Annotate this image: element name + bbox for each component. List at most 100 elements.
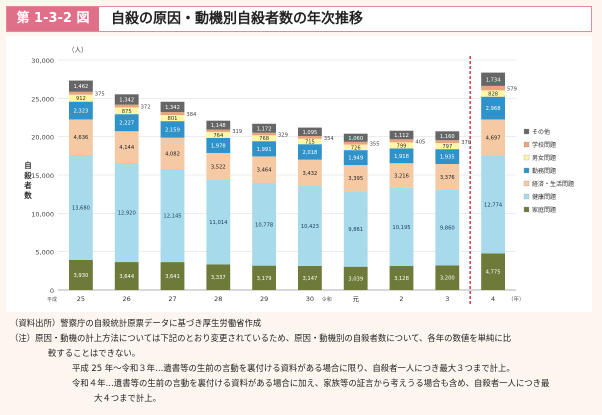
bar-segment (389, 266, 414, 290)
y-tick-label: 25,000 (31, 95, 54, 103)
chart-panel: 0 5,000 10,000 15,000 20,000 25,000 30,000 （人） 自… (6, 36, 592, 312)
data-label: 12,145 (163, 214, 181, 220)
data-label: 1,160 (440, 134, 455, 140)
y-axis-label-char: 殺 (23, 170, 32, 180)
data-label: 1,462 (73, 84, 88, 90)
note-1-continued: 較することはできない。 (48, 348, 141, 358)
data-label: 354 (324, 136, 335, 142)
legend-swatch (523, 128, 530, 135)
data-label: 3,216 (394, 174, 409, 180)
data-label: 12,774 (484, 202, 503, 208)
bar-segment (481, 72, 506, 86)
legend-swatch (523, 193, 530, 200)
x-tick-label: 26 (123, 295, 131, 303)
note-1: （注）原因・動機の計上方法については下記のとおり変更されているため、原因・動機別… (10, 333, 512, 343)
bar-segment (389, 130, 414, 140)
data-label: 715 (305, 139, 315, 145)
figure-title: 自殺の原因・動機別自殺者数の年次推移 (111, 11, 363, 27)
bar-segment (481, 119, 506, 156)
data-label: 370 (461, 140, 471, 146)
data-label: 1,172 (257, 126, 272, 132)
data-label: 3,376 (440, 175, 455, 181)
data-label: 1,060 (348, 136, 363, 142)
bar-segment (297, 127, 322, 136)
data-label: 329 (278, 133, 288, 139)
data-label: 12,920 (118, 211, 136, 217)
bar-segment (160, 262, 185, 290)
legend-label: 家庭問題 (532, 206, 556, 214)
legend-label: 学校問題 (532, 141, 556, 149)
y-axis-label-char: 数 (24, 190, 32, 200)
bar-segment (343, 144, 368, 151)
x-tick-label: 4 (491, 295, 495, 303)
data-label: 2,018 (302, 150, 317, 156)
data-label: 10,423 (301, 224, 319, 230)
data-label: 9,860 (440, 226, 455, 232)
figure-header: 第 1-3-2 図 自殺の原因・動機別自殺者数の年次推移 (6, 6, 592, 32)
bar-segment (68, 94, 93, 102)
data-label: 405 (415, 139, 425, 145)
bar-segment (160, 101, 185, 113)
data-label: 2,968 (486, 106, 501, 112)
legend-swatch (523, 167, 530, 174)
data-label: 4,775 (486, 270, 501, 276)
y-tick-label: 5,000 (35, 249, 54, 257)
legend-swatch (523, 154, 530, 161)
bar-segment (343, 141, 368, 145)
legend-swatch (523, 206, 530, 213)
bar-segment (114, 107, 139, 115)
data-label: 1,734 (486, 77, 502, 83)
data-label: 2,227 (119, 121, 134, 127)
data-label: 4,082 (165, 151, 180, 157)
data-label: 384 (186, 112, 197, 118)
x-tick-label: 30 (306, 295, 314, 303)
bar-segment (389, 148, 414, 164)
bar-segment (389, 139, 414, 143)
data-label: 1,095 (302, 130, 317, 136)
bar-segment (435, 143, 460, 150)
bar-segment (252, 123, 277, 133)
era-marker: 平成 (47, 296, 57, 303)
y-axis-label-char: 者 (23, 180, 32, 190)
bar-segment (114, 114, 139, 132)
data-label: 4,697 (486, 135, 501, 141)
legend-swatch (523, 180, 530, 187)
data-label: 11,014 (209, 220, 228, 226)
data-label: 4,636 (73, 135, 88, 141)
data-label: 3,522 (211, 164, 226, 170)
bar-segment (68, 154, 93, 260)
bar-segment (389, 163, 414, 188)
bar-segment (206, 264, 231, 290)
legend-label: 勤務問題 (532, 167, 556, 175)
bar-segment (343, 150, 368, 166)
data-label: 1,112 (394, 133, 409, 139)
bar-segment (343, 191, 368, 267)
legend-label: 男女問題 (532, 154, 556, 162)
data-label: 1,978 (211, 143, 226, 149)
bar-segment (206, 131, 231, 138)
data-label: 2,159 (165, 127, 180, 133)
y-tick-label: 20,000 (31, 134, 54, 142)
data-label: 3,337 (211, 275, 226, 281)
bar-segment (206, 152, 231, 180)
data-label: 768 (259, 136, 269, 142)
bar-segment (206, 179, 231, 265)
y-axis-label-char: 自 (24, 160, 32, 170)
x-tick-label: 25 (77, 295, 85, 303)
bar-segment (160, 112, 185, 115)
note-3: 令和４年…遺書等の生前の言動を裏付ける資料がある場合に加え、家族等の証言から考え… (72, 378, 550, 388)
bar-segment (481, 253, 506, 290)
bar-segment (297, 135, 322, 139)
legend-label: 健康問題 (532, 193, 556, 201)
x-tick-label: 元 (352, 295, 359, 303)
data-label: 375 (95, 92, 105, 98)
data-label: 319 (232, 129, 242, 135)
bar-segment (252, 182, 277, 266)
bar-segment (297, 185, 322, 266)
bar-segment (160, 121, 185, 138)
data-label: 1,918 (394, 154, 409, 160)
bar-segment (68, 259, 93, 290)
bar-segment (206, 137, 231, 153)
bar-segment (114, 131, 139, 164)
bar-segment (435, 265, 460, 290)
